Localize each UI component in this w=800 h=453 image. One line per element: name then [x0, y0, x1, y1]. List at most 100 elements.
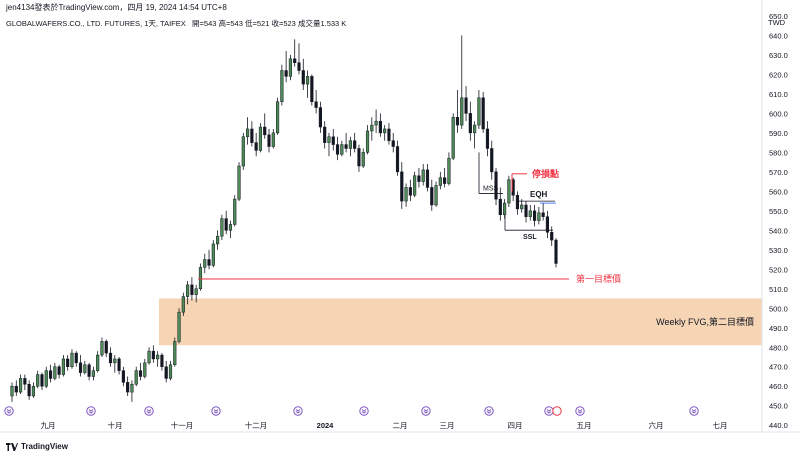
candle: [554, 238, 558, 268]
candle: [400, 162, 404, 209]
event-marker-icon[interactable]: [359, 406, 369, 416]
tradingview-footer[interactable]: TradingView: [6, 440, 68, 453]
price-tick-label: 610.0: [769, 90, 788, 99]
candle: [370, 117, 374, 141]
event-marker-icon[interactable]: [552, 406, 562, 416]
candle: [314, 90, 318, 114]
candle: [365, 125, 370, 155]
candle: [297, 43, 301, 75]
candle: [323, 121, 327, 149]
candle: [550, 226, 554, 246]
price-tick-label: 580.0: [769, 148, 788, 157]
event-marker-icon[interactable]: [4, 406, 14, 416]
time-tick-label: 二月: [393, 421, 408, 430]
time-tick-label: 七月: [713, 421, 728, 430]
candle: [198, 263, 203, 291]
candle: [408, 179, 412, 202]
event-marker-icon[interactable]: [575, 406, 585, 416]
price-tick-label: 520.0: [769, 265, 788, 274]
event-marker-icon[interactable]: [86, 406, 96, 416]
candle: [156, 351, 160, 367]
candle: [168, 360, 173, 381]
event-marker-icon[interactable]: [421, 406, 431, 416]
stop-loss-label: 停損點: [532, 168, 559, 179]
event-marker-icon[interactable]: [544, 406, 554, 416]
candle: [473, 121, 477, 149]
candle: [104, 339, 108, 357]
price-tick-label: 450.0: [769, 402, 788, 411]
candle: [194, 284, 198, 303]
candle: [430, 179, 434, 211]
price-tick-label: 490.0: [769, 324, 788, 333]
candle: [216, 230, 220, 250]
candle: [335, 136, 340, 161]
candle: [395, 140, 400, 176]
time-tick-label: 九月: [41, 421, 56, 430]
price-tick-label: 630.0: [769, 51, 788, 60]
candle: [233, 195, 237, 227]
price-tick-label: 460.0: [769, 382, 788, 391]
candle: [190, 277, 194, 301]
price-tick-label: 560.0: [769, 187, 788, 196]
candle: [31, 382, 35, 398]
candle: [151, 345, 155, 363]
candle: [126, 376, 130, 396]
candle: [361, 148, 365, 168]
candle: [61, 355, 65, 377]
target-1-label: 第一目標價: [576, 273, 621, 284]
candle: [301, 58, 305, 91]
candle: [481, 91, 485, 133]
event-marker-icon[interactable]: [689, 406, 699, 416]
candle: [391, 132, 395, 153]
candle: [57, 364, 61, 379]
candle: [181, 292, 185, 317]
candle: [455, 90, 460, 133]
candle: [246, 117, 250, 145]
candle: [413, 171, 417, 198]
candle: [494, 167, 498, 205]
candle: [143, 358, 147, 379]
event-marker-icon[interactable]: [144, 406, 154, 416]
candle: [524, 201, 528, 223]
candle: [468, 101, 472, 141]
candle: [421, 164, 425, 186]
candles: [10, 35, 558, 402]
candle: [357, 144, 361, 172]
candle: [14, 380, 18, 396]
event-marker-icon[interactable]: [293, 406, 303, 416]
candle: [130, 380, 134, 402]
candle: [485, 121, 490, 157]
event-marker-icon[interactable]: [484, 406, 494, 416]
time-tick-label: 2024: [317, 421, 335, 430]
candle: [138, 362, 143, 381]
candle: [173, 337, 177, 367]
candle: [305, 70, 310, 98]
candle: [340, 140, 344, 157]
candle: [91, 366, 95, 381]
candle: [121, 366, 125, 387]
candle: [211, 240, 215, 268]
candle: [404, 183, 408, 207]
symbol-name: GLOBALWAFERS.CO., LTD. FUTURES, 1天, TAIF…: [6, 19, 186, 28]
candle: [288, 54, 293, 81]
symbol-info: GLOBALWAFERS.CO., LTD. FUTURES, 1天, TAIF…: [6, 18, 346, 29]
candle: [113, 355, 117, 373]
price-tick-label: 480.0: [769, 343, 788, 352]
event-marker-icon[interactable]: [211, 406, 221, 416]
weekly-fvg-label: Weekly FVG,第二目標價: [656, 316, 754, 327]
candle: [147, 347, 151, 365]
candle: [177, 308, 181, 344]
candle: [48, 364, 53, 383]
price-tick-label: 640.0: [769, 31, 788, 40]
candle: [263, 113, 267, 139]
candle: [318, 101, 322, 133]
candle: [78, 355, 83, 377]
candle: [250, 121, 254, 147]
price-tick-label: 650.0: [769, 12, 788, 21]
time-tick-label: 十一月: [171, 420, 194, 430]
candle: [66, 355, 70, 371]
candle: [207, 249, 211, 270]
price-tick-label: 510.0: [769, 285, 788, 294]
candle: [100, 337, 104, 357]
